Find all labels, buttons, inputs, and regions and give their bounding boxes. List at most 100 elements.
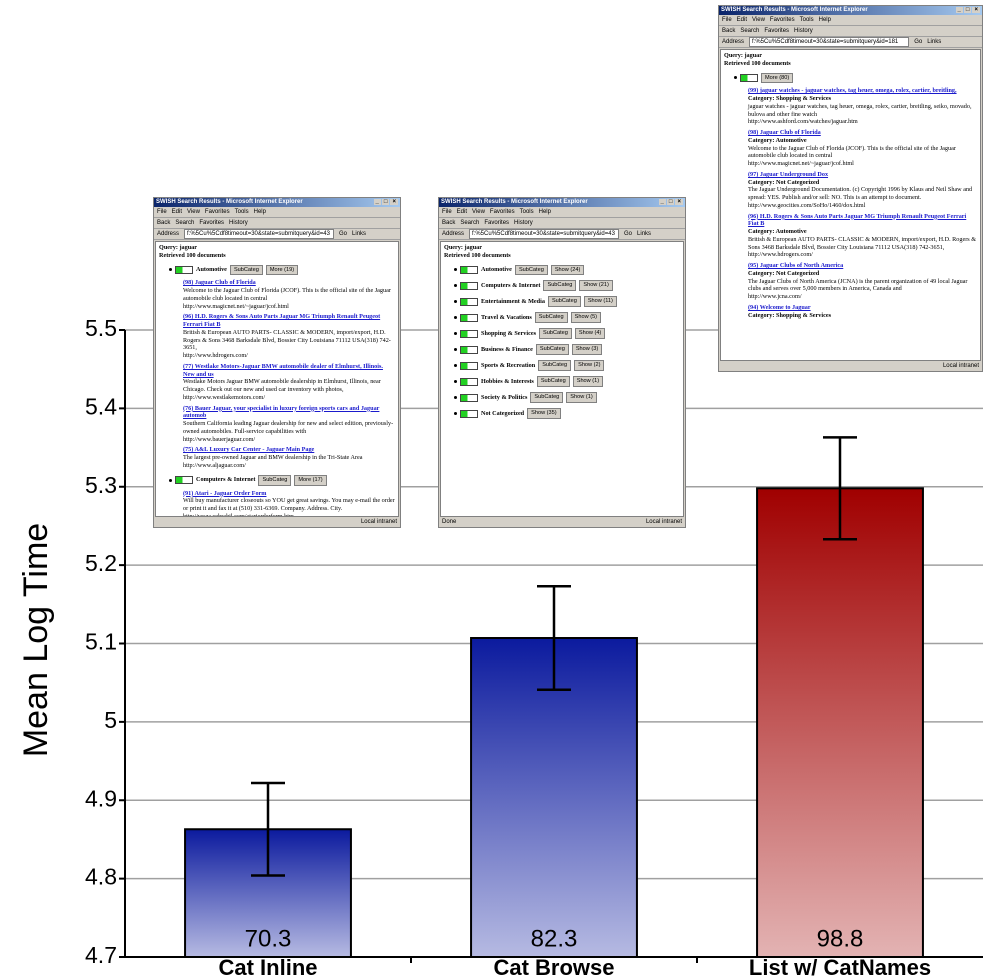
toolbar-button[interactable]: Favorites [764, 28, 790, 34]
toolbar-button[interactable]: Back [722, 28, 736, 34]
window-button[interactable]: × [972, 7, 980, 13]
toolbar-button[interactable]: Back [157, 220, 171, 226]
links-button[interactable]: Links [927, 39, 942, 45]
window-button[interactable]: × [390, 199, 398, 205]
category-button[interactable]: SubCateg [535, 344, 569, 356]
address-field[interactable]: f:%5Cu%5Cdf8timeout=30&state=submitquery… [184, 229, 335, 239]
category-button[interactable]: SubCateg [258, 474, 292, 486]
category-button[interactable]: SubCateg [536, 376, 570, 388]
result-link[interactable]: (95) Jaguar Clubs of North America [748, 262, 844, 270]
window-button[interactable]: _ [373, 199, 381, 205]
category-button[interactable]: SubCateg [539, 328, 572, 340]
menu-item[interactable]: File [722, 17, 732, 23]
address-field[interactable]: f:%5Cu%5Cdf8timeout=30&state=submitquery… [749, 37, 910, 47]
menu-item[interactable]: Tools [234, 209, 249, 215]
category-button[interactable]: Show (5) [570, 312, 602, 324]
category-name: Computers & Internet [481, 282, 541, 290]
menu-item[interactable]: File [442, 209, 452, 215]
result-link[interactable]: (99) jaguar watches - jaguar watches, ta… [748, 87, 957, 95]
category-button[interactable]: More (80) [761, 72, 794, 84]
bullet [454, 348, 457, 352]
relevance-meter [175, 265, 193, 274]
result-link[interactable]: (75) A&L Luxury Car Center - Jaguar Main… [183, 446, 315, 454]
links-button[interactable]: Links [352, 231, 367, 237]
menu-item[interactable]: View [752, 17, 765, 23]
toolbar-button[interactable]: Search [740, 28, 760, 34]
bar [756, 487, 924, 958]
bar-label: 82.3 [531, 925, 578, 952]
result-link[interactable]: (94) Welcome to Jaguar [748, 303, 811, 311]
category-name: Automotive [481, 266, 512, 274]
result-link[interactable]: (96) H.D. Rogers & Sons Auto Parts Jagua… [183, 313, 381, 329]
category-button[interactable]: Show (11) [583, 296, 617, 308]
category-button[interactable]: SubCateg [538, 360, 572, 372]
menu-item[interactable]: View [472, 209, 485, 215]
address-label: Address [157, 231, 180, 237]
toolbar-button[interactable]: Search [175, 220, 195, 226]
menu-item[interactable]: Tools [799, 17, 814, 23]
go-button[interactable]: Go [914, 39, 923, 45]
category-button[interactable]: Show (35) [527, 408, 561, 420]
category-button[interactable]: Show (4) [574, 328, 606, 340]
toolbar-button[interactable]: Favorites [199, 220, 225, 226]
address-field[interactable]: f:%5Cu%5Cdf8timeout=30&state=submitquery… [469, 229, 620, 239]
category-button[interactable]: SubCateg [530, 392, 564, 404]
go-button[interactable]: Go [339, 231, 348, 237]
toolbar-button[interactable]: Favorites [484, 220, 510, 226]
category-button[interactable]: SubCateg [543, 280, 577, 292]
result-link[interactable]: (97) Jaguar Underground Dox [748, 170, 829, 178]
category-button[interactable]: SubCateg [534, 312, 568, 324]
menu-item[interactable]: Help [253, 209, 266, 215]
category-button[interactable]: More (19) [265, 264, 299, 276]
category-button[interactable]: Show (24) [550, 264, 585, 276]
window-button[interactable]: □ [963, 7, 972, 13]
menu-item[interactable]: File [157, 209, 167, 215]
go-button[interactable]: Go [624, 231, 633, 237]
category-button[interactable]: Show (2) [574, 360, 605, 372]
menu-item[interactable]: Tools [519, 209, 534, 215]
result-link[interactable]: (98) Jaguar Club of Florida [748, 129, 821, 137]
menu-item[interactable]: Favorites [489, 209, 515, 215]
result: (91) Atari - Jaguar Order Form Will buy m… [183, 489, 395, 516]
toolbar-button[interactable]: Back [442, 220, 456, 226]
toolbar-button[interactable]: History [229, 220, 248, 226]
result: (96) H.D. Rogers & Sons Auto Parts Jagua… [748, 213, 977, 260]
toolbar-button[interactable]: History [794, 28, 813, 34]
menu-item[interactable]: Help [538, 209, 551, 215]
category-button[interactable]: Show (3) [571, 344, 603, 356]
toolbar-button[interactable]: History [514, 220, 533, 226]
menu-item[interactable]: Edit [736, 17, 748, 23]
menu-item[interactable]: Help [818, 17, 831, 23]
menu-item[interactable]: Favorites [204, 209, 230, 215]
category-button[interactable]: Show (1) [566, 392, 597, 404]
category-button[interactable]: SubCateg [514, 264, 548, 276]
result-link[interactable]: (96) H.D. Rogers & Sons Auto Parts Jagua… [748, 212, 967, 228]
category-name: Sports & Recreation [481, 362, 536, 370]
result: (98) Jaguar Club of Florida Welcome to th… [183, 279, 395, 310]
window-button[interactable]: □ [381, 199, 390, 205]
y-tick-label: 5.3 [85, 472, 117, 498]
result-link[interactable]: (98) Jaguar Club of Florida [183, 279, 256, 287]
category-button[interactable]: Show (21) [579, 280, 613, 292]
result-link[interactable]: (77) Westlake Motors-Jaguar BMW automobi… [183, 362, 383, 378]
menu-item[interactable]: Favorites [769, 17, 795, 23]
window-button[interactable]: _ [955, 7, 963, 13]
category-group: Society & Politics SubCateg Show (1) [454, 392, 680, 404]
category-button[interactable]: SubCateg [229, 264, 263, 276]
menu-item[interactable]: Edit [456, 209, 468, 215]
relevance-meter [460, 377, 478, 386]
category-button[interactable]: Show (1) [572, 376, 604, 388]
links-button[interactable]: Links [637, 231, 652, 237]
menu-item[interactable]: View [187, 209, 200, 215]
result-description: Westlake Motors Jaguar BMW automobile de… [183, 378, 381, 394]
result-link[interactable]: (76) Bauer Jaguar, your specialist in lu… [183, 404, 380, 420]
menu-item[interactable]: Edit [171, 209, 183, 215]
window-button[interactable]: _ [658, 199, 666, 205]
window-button[interactable]: □ [666, 199, 675, 205]
status-zone: Local intranet [360, 519, 397, 525]
window-button[interactable]: × [675, 199, 683, 205]
toolbar-button[interactable]: Search [460, 220, 480, 226]
result-link[interactable]: (91) Atari - Jaguar Order Form [183, 489, 267, 497]
category-button[interactable]: More (17) [294, 474, 327, 486]
category-button[interactable]: SubCateg [547, 296, 581, 308]
